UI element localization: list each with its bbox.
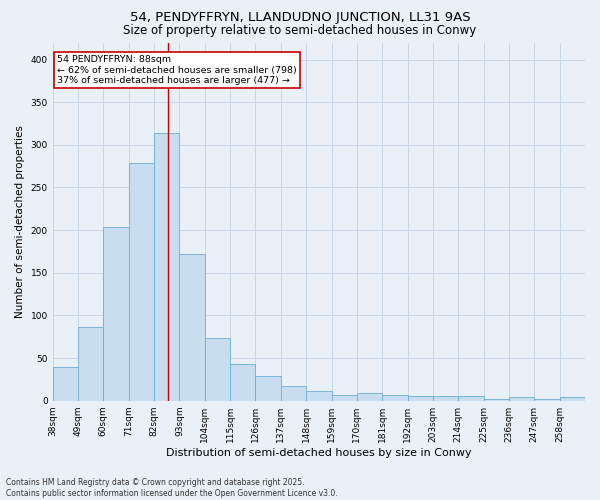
Bar — [560, 398, 585, 400]
Bar — [103, 226, 129, 400]
X-axis label: Distribution of semi-detached houses by size in Conwy: Distribution of semi-detached houses by … — [166, 448, 472, 458]
Bar — [179, 254, 205, 400]
Bar — [256, 376, 281, 400]
Bar — [281, 386, 306, 400]
Bar — [382, 394, 407, 400]
Bar — [230, 364, 256, 401]
Bar — [306, 392, 332, 400]
Y-axis label: Number of semi-detached properties: Number of semi-detached properties — [15, 125, 25, 318]
Text: Size of property relative to semi-detached houses in Conwy: Size of property relative to semi-detach… — [124, 24, 476, 37]
Bar — [407, 396, 433, 400]
Bar — [535, 399, 560, 400]
Bar — [509, 398, 535, 400]
Bar — [484, 399, 509, 400]
Bar — [53, 366, 78, 400]
Text: 54 PENDYFFRYN: 88sqm
← 62% of semi-detached houses are smaller (798)
37% of semi: 54 PENDYFFRYN: 88sqm ← 62% of semi-detac… — [57, 56, 297, 85]
Bar — [205, 338, 230, 400]
Bar — [433, 396, 458, 400]
Bar — [458, 396, 484, 400]
Text: 54, PENDYFFRYN, LLANDUDNO JUNCTION, LL31 9AS: 54, PENDYFFRYN, LLANDUDNO JUNCTION, LL31… — [130, 11, 470, 24]
Bar — [357, 393, 382, 400]
Bar — [154, 133, 179, 400]
Bar — [78, 328, 103, 400]
Bar — [332, 394, 357, 400]
Text: Contains HM Land Registry data © Crown copyright and database right 2025.
Contai: Contains HM Land Registry data © Crown c… — [6, 478, 338, 498]
Bar — [129, 163, 154, 400]
